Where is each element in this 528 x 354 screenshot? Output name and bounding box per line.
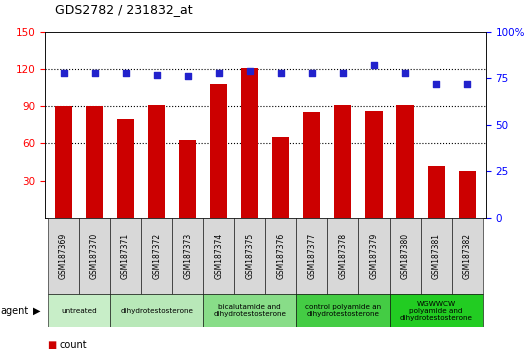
FancyBboxPatch shape: [48, 294, 110, 327]
Text: WGWWCW
polyamide and
dihydrotestosterone: WGWWCW polyamide and dihydrotestosterone: [400, 301, 473, 321]
Text: GSM187376: GSM187376: [276, 233, 285, 279]
FancyBboxPatch shape: [421, 218, 451, 294]
FancyBboxPatch shape: [390, 218, 421, 294]
Bar: [365, 111, 382, 218]
FancyBboxPatch shape: [203, 294, 296, 327]
Text: control polyamide an
dihydrotestosterone: control polyamide an dihydrotestosterone: [305, 304, 381, 317]
Text: GSM187373: GSM187373: [183, 233, 192, 279]
Bar: [397, 105, 413, 218]
FancyBboxPatch shape: [390, 294, 483, 327]
Point: [214, 70, 223, 75]
Text: GSM187370: GSM187370: [90, 233, 99, 279]
Text: untreated: untreated: [61, 308, 97, 314]
Text: ▶: ▶: [33, 306, 41, 316]
Text: ■: ■: [48, 340, 57, 350]
Bar: [428, 166, 445, 218]
Text: GSM187379: GSM187379: [370, 233, 379, 279]
FancyBboxPatch shape: [296, 294, 390, 327]
Point: [401, 70, 409, 75]
Bar: [55, 106, 72, 218]
Point: [308, 70, 316, 75]
Text: GSM187374: GSM187374: [214, 233, 223, 279]
Point: [370, 62, 378, 68]
Text: agent: agent: [0, 306, 29, 316]
FancyBboxPatch shape: [110, 294, 203, 327]
Bar: [86, 106, 103, 218]
Point: [121, 70, 130, 75]
Bar: [304, 113, 320, 218]
Point: [183, 74, 192, 79]
Text: count: count: [60, 340, 87, 350]
FancyBboxPatch shape: [327, 218, 359, 294]
Bar: [210, 84, 227, 218]
Point: [246, 68, 254, 74]
Bar: [272, 137, 289, 218]
Point: [463, 81, 472, 87]
FancyBboxPatch shape: [110, 218, 141, 294]
FancyBboxPatch shape: [141, 218, 172, 294]
Text: GSM187369: GSM187369: [59, 233, 68, 279]
Bar: [334, 105, 352, 218]
Text: GSM187372: GSM187372: [152, 233, 161, 279]
Text: GSM187378: GSM187378: [338, 233, 347, 279]
FancyBboxPatch shape: [296, 218, 327, 294]
Point: [59, 70, 68, 75]
FancyBboxPatch shape: [79, 218, 110, 294]
Text: GSM187381: GSM187381: [431, 233, 440, 279]
FancyBboxPatch shape: [203, 218, 234, 294]
FancyBboxPatch shape: [451, 218, 483, 294]
FancyBboxPatch shape: [172, 218, 203, 294]
Bar: [179, 140, 196, 218]
Text: GSM187382: GSM187382: [463, 233, 472, 279]
Point: [339, 70, 347, 75]
Text: GDS2782 / 231832_at: GDS2782 / 231832_at: [55, 3, 193, 16]
Text: GSM187371: GSM187371: [121, 233, 130, 279]
FancyBboxPatch shape: [234, 218, 265, 294]
Bar: [148, 105, 165, 218]
Text: GSM187380: GSM187380: [401, 233, 410, 279]
Text: GSM187377: GSM187377: [307, 233, 316, 279]
Text: GSM187375: GSM187375: [246, 233, 254, 279]
Bar: [459, 171, 476, 218]
FancyBboxPatch shape: [48, 218, 79, 294]
Bar: [241, 68, 258, 218]
Text: bicalutamide and
dihydrotestosterone: bicalutamide and dihydrotestosterone: [213, 304, 286, 317]
Text: dihydrotestosterone: dihydrotestosterone: [120, 308, 193, 314]
Point: [90, 70, 99, 75]
Bar: [117, 119, 134, 218]
Point: [277, 70, 285, 75]
FancyBboxPatch shape: [265, 218, 296, 294]
Point: [432, 81, 440, 87]
FancyBboxPatch shape: [359, 218, 390, 294]
Point: [153, 72, 161, 78]
